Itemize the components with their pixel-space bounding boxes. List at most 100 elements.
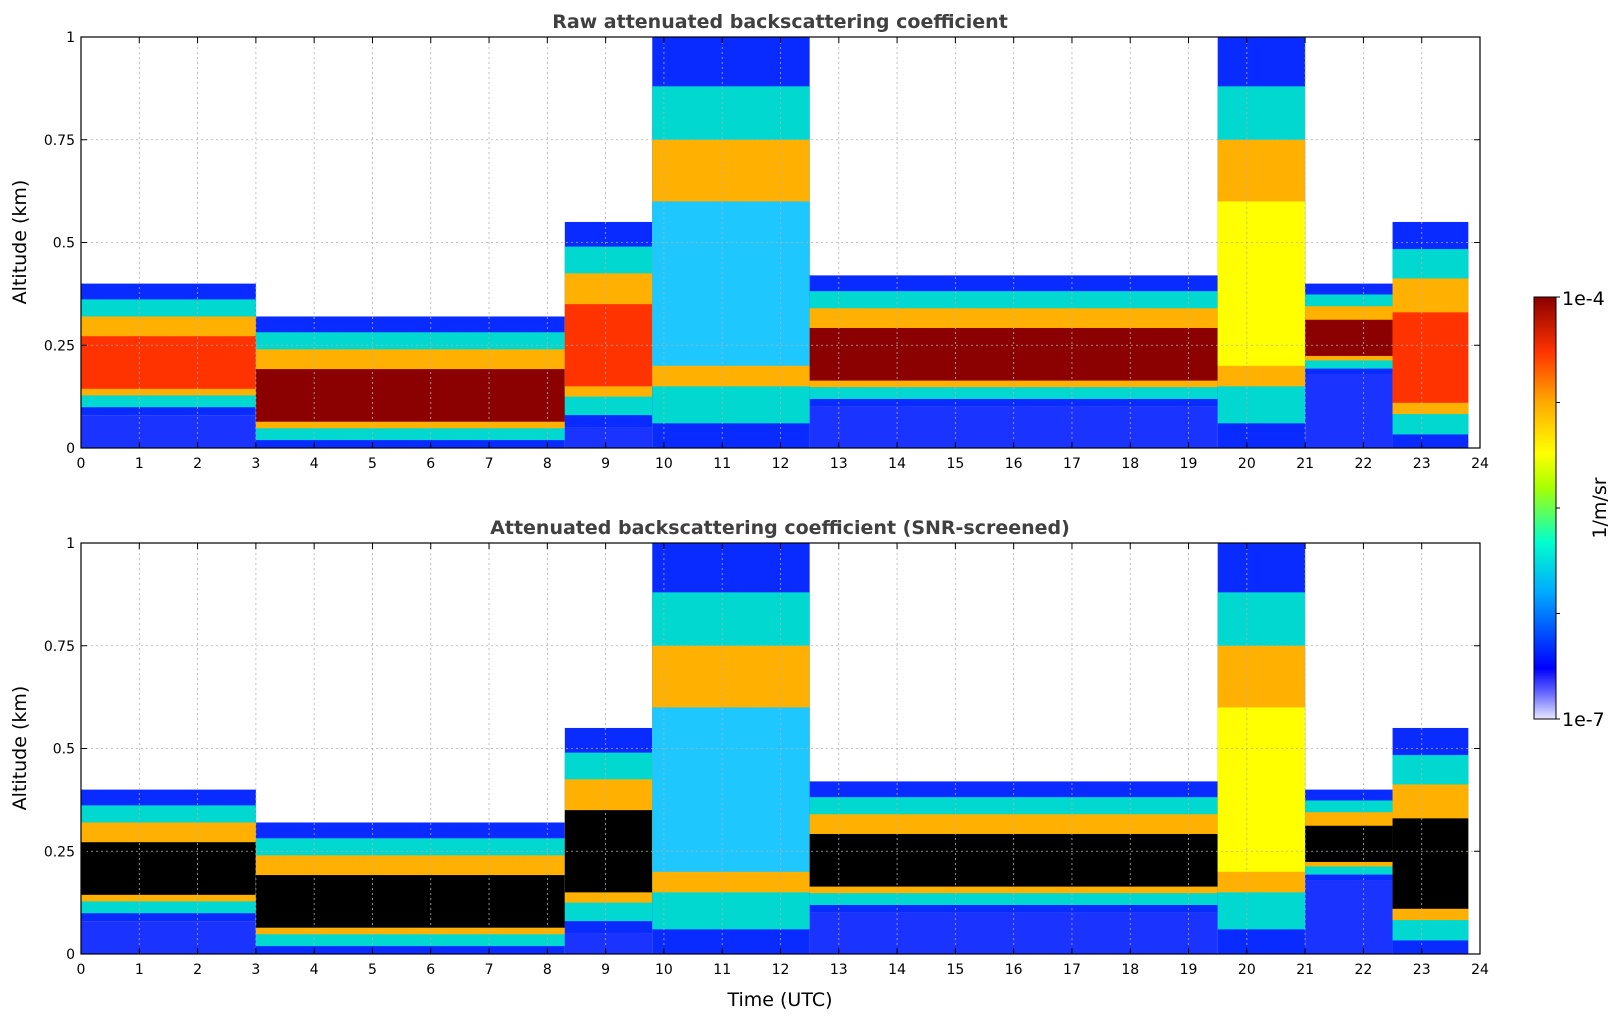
feature-core [81, 336, 256, 389]
y-ticks-raw: 0 0.25 0.5 0.75 1 [44, 30, 1480, 457]
feature-core [1392, 312, 1469, 403]
x-tick-label: 10 [655, 456, 673, 472]
panel-screened: Attenuated backscattering coefficient (S… [9, 517, 1489, 1011]
x-tick-label: 20 [1238, 962, 1256, 978]
x-ticks-screened: 0 1 2 3 4 5 6 7 8 9 10 11 12 13 14 15 16 17 18 19 20 21 22 23 24 [77, 543, 1489, 978]
x-tick-label: 23 [1413, 962, 1431, 978]
feature-surface-layer [1305, 880, 1393, 954]
y-tick-label: 0.25 [44, 844, 75, 860]
x-tick-label: 5 [368, 962, 377, 978]
y-tick-label: 1 [66, 536, 75, 552]
feature-surface-layer [564, 427, 653, 448]
feature-surface-layer [564, 933, 653, 954]
x-axis-label: Time (UTC) [726, 989, 832, 1011]
x-tick-label: 12 [772, 456, 790, 472]
feature-core [809, 833, 1218, 887]
colorbar-unit-label: 1/m/sr [1589, 477, 1611, 538]
y-tick-label: 1 [66, 30, 75, 46]
x-tick-label: 3 [251, 456, 260, 472]
colorbar-ticks [1556, 296, 1560, 720]
heatmap-screened [81, 543, 1469, 954]
x-tick-label: 4 [310, 456, 319, 472]
x-tick-label: 24 [1471, 456, 1489, 472]
colorbar-max-label: 1e-4 [1562, 288, 1605, 310]
feature-core [1392, 818, 1469, 909]
x-tick-label: 22 [1355, 456, 1373, 472]
heatmap-raw [81, 37, 1469, 448]
x-tick-label: 0 [77, 962, 86, 978]
x-tick-label: 17 [1063, 456, 1081, 472]
feature-surface-layer [81, 921, 256, 954]
colorbar-gradient [1533, 296, 1557, 720]
x-tick-label: 1 [135, 456, 144, 472]
feature-core [81, 842, 256, 895]
x-tick-label: 24 [1471, 962, 1489, 978]
x-tick-label: 17 [1063, 962, 1081, 978]
x-tick-label: 16 [1005, 456, 1023, 472]
x-tick-label: 19 [1180, 456, 1198, 472]
y-tick-label: 0 [66, 947, 75, 963]
feature-core [652, 707, 810, 872]
x-tick-label: 22 [1355, 962, 1373, 978]
x-tick-label: 8 [543, 962, 552, 978]
y-tick-label: 0 [66, 441, 75, 457]
x-tick-label: 2 [193, 456, 202, 472]
feature-surface-layer [81, 415, 256, 448]
x-tick-label: 11 [713, 456, 731, 472]
feature-core [255, 369, 565, 422]
x-tick-label: 5 [368, 456, 377, 472]
x-tick-label: 9 [601, 456, 610, 472]
x-tick-label: 15 [946, 456, 964, 472]
x-tick-label: 14 [888, 962, 906, 978]
x-tick-label: 7 [485, 962, 494, 978]
x-tick-label: 8 [543, 456, 552, 472]
x-tick-label: 3 [251, 962, 260, 978]
y-tick-label: 0.5 [53, 236, 75, 252]
y-tick-label: 0.25 [44, 338, 75, 354]
feature-core [1217, 707, 1306, 872]
feature-core [255, 875, 565, 928]
x-tick-label: 16 [1005, 962, 1023, 978]
panel-raw: Raw attenuated backscattering coefficien… [9, 11, 1489, 472]
x-tick-label: 6 [426, 456, 435, 472]
y-tick-label: 0.75 [44, 133, 75, 149]
x-tick-label: 11 [713, 962, 731, 978]
y-ticks-screened: 0 0.25 0.5 0.75 1 [44, 536, 1480, 963]
x-tick-label: 14 [888, 456, 906, 472]
y-tick-label: 0.75 [44, 639, 75, 655]
feature-core [1305, 825, 1393, 862]
y-tick-label: 0.5 [53, 742, 75, 758]
colorbar-min-label: 1e-7 [1562, 709, 1605, 731]
x-tick-label: 7 [485, 456, 494, 472]
x-tick-label: 9 [601, 962, 610, 978]
feature-core [809, 327, 1218, 381]
x-tick-label: 18 [1121, 456, 1139, 472]
x-tick-label: 13 [830, 456, 848, 472]
x-tick-label: 2 [193, 962, 202, 978]
x-tick-label: 23 [1413, 456, 1431, 472]
x-tick-label: 1 [135, 962, 144, 978]
x-tick-label: 0 [77, 456, 86, 472]
x-tick-label: 21 [1296, 456, 1314, 472]
panel-raw-title: Raw attenuated backscattering coefficien… [552, 11, 1008, 33]
panel-screened-title: Attenuated backscattering coefficient (S… [490, 517, 1070, 539]
x-tick-label: 19 [1180, 962, 1198, 978]
feature-core [1217, 201, 1306, 366]
feature-core [1305, 319, 1393, 356]
y-axis-label-raw: Altitude (km) [9, 180, 31, 305]
x-tick-label: 12 [772, 962, 790, 978]
x-tick-label: 6 [426, 962, 435, 978]
x-tick-label: 10 [655, 962, 673, 978]
x-tick-label: 15 [946, 962, 964, 978]
colorbar: 1e-4 1e-7 1/m/sr [1533, 288, 1611, 731]
feature-surface-layer [1305, 374, 1393, 448]
x-ticks-raw: 0 1 2 3 4 5 6 7 8 9 10 11 12 13 14 15 16 17 18 19 20 21 22 23 24 [77, 37, 1489, 472]
x-tick-label: 20 [1238, 456, 1256, 472]
x-tick-label: 21 [1296, 962, 1314, 978]
feature-core [652, 201, 810, 366]
x-tick-label: 4 [310, 962, 319, 978]
y-axis-label-screened: Altitude (km) [9, 686, 31, 811]
x-tick-label: 13 [830, 962, 848, 978]
x-tick-label: 18 [1121, 962, 1139, 978]
